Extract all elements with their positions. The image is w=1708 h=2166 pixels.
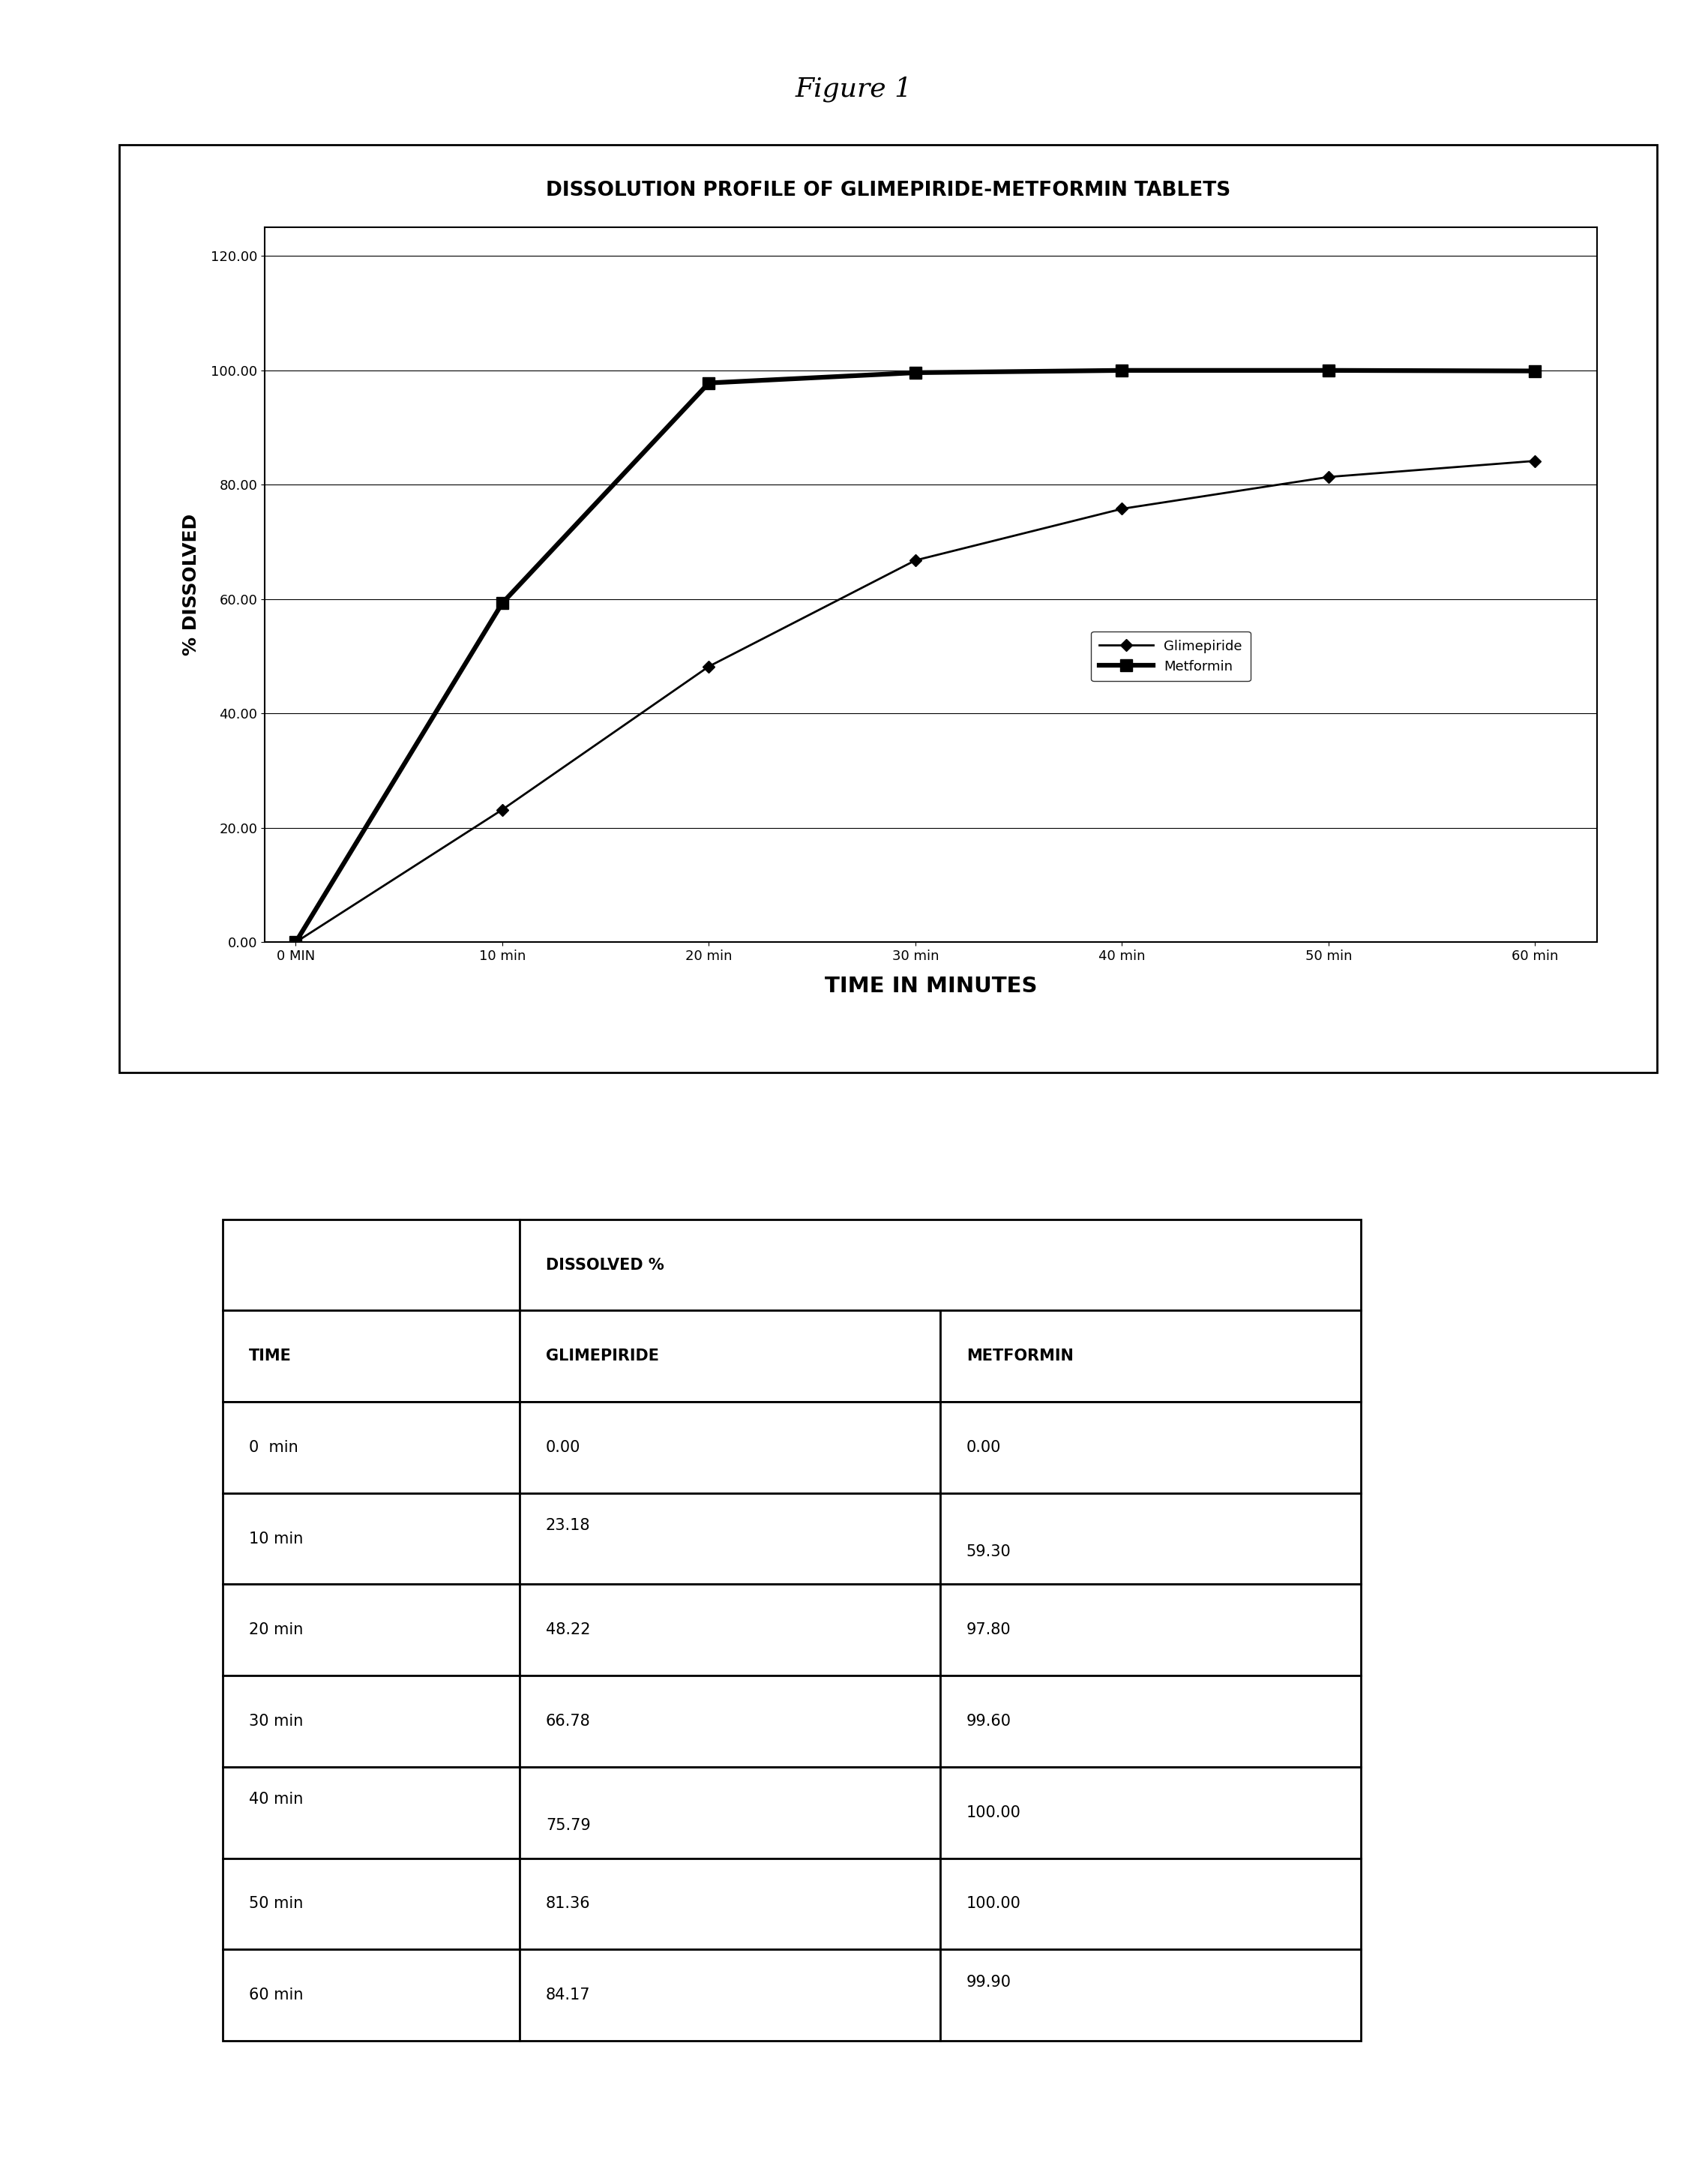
Text: METFORMIN: METFORMIN (967, 1349, 1073, 1365)
FancyBboxPatch shape (222, 1492, 519, 1583)
Text: 10 min: 10 min (249, 1531, 302, 1547)
FancyBboxPatch shape (222, 1401, 519, 1492)
FancyBboxPatch shape (519, 1492, 939, 1583)
Text: 75.79: 75.79 (545, 1817, 591, 1832)
Text: 48.22: 48.22 (545, 1622, 591, 1637)
X-axis label: TIME IN MINUTES: TIME IN MINUTES (825, 975, 1037, 996)
Text: 66.78: 66.78 (545, 1713, 591, 1728)
Text: DISSOLVED %: DISSOLVED % (545, 1258, 664, 1271)
Text: TIME: TIME (249, 1349, 292, 1365)
FancyBboxPatch shape (222, 1858, 519, 1949)
Text: 23.18: 23.18 (545, 1518, 591, 1534)
Text: 81.36: 81.36 (545, 1895, 591, 1910)
FancyBboxPatch shape (222, 1310, 519, 1401)
FancyBboxPatch shape (519, 1767, 939, 1858)
Text: 59.30: 59.30 (967, 1544, 1011, 1560)
Text: 100.00: 100.00 (967, 1804, 1021, 1819)
Text: 0  min: 0 min (249, 1440, 299, 1456)
Text: 99.90: 99.90 (967, 1975, 1011, 1991)
FancyBboxPatch shape (519, 1676, 939, 1767)
FancyBboxPatch shape (222, 1949, 519, 2040)
Text: 30 min: 30 min (249, 1713, 302, 1728)
Text: DISSOLUTION PROFILE OF GLIMEPIRIDE-METFORMIN TABLETS: DISSOLUTION PROFILE OF GLIMEPIRIDE-METFO… (547, 180, 1230, 201)
FancyBboxPatch shape (519, 1401, 939, 1492)
Text: 100.00: 100.00 (967, 1895, 1021, 1910)
FancyBboxPatch shape (519, 1219, 1361, 1310)
FancyBboxPatch shape (222, 1219, 519, 1310)
FancyBboxPatch shape (519, 1310, 939, 1401)
FancyBboxPatch shape (939, 1676, 1361, 1767)
FancyBboxPatch shape (222, 1767, 519, 1858)
FancyBboxPatch shape (939, 1310, 1361, 1401)
FancyBboxPatch shape (519, 1583, 939, 1676)
Y-axis label: % DISSOLVED: % DISSOLVED (183, 513, 200, 656)
FancyBboxPatch shape (939, 1401, 1361, 1492)
FancyBboxPatch shape (939, 1949, 1361, 2040)
FancyBboxPatch shape (519, 1949, 939, 2040)
Text: 97.80: 97.80 (967, 1622, 1011, 1637)
FancyBboxPatch shape (939, 1858, 1361, 1949)
Text: 0.00: 0.00 (967, 1440, 1001, 1456)
Text: Figure 1: Figure 1 (796, 76, 912, 102)
Text: 84.17: 84.17 (545, 1988, 591, 2004)
FancyBboxPatch shape (222, 1676, 519, 1767)
FancyBboxPatch shape (939, 1767, 1361, 1858)
Text: 0.00: 0.00 (545, 1440, 581, 1456)
Legend: Glimepiride, Metformin: Glimepiride, Metformin (1091, 630, 1250, 682)
Text: 99.60: 99.60 (967, 1713, 1011, 1728)
Text: 40 min: 40 min (249, 1791, 302, 1806)
FancyBboxPatch shape (939, 1583, 1361, 1676)
Text: GLIMEPIRIDE: GLIMEPIRIDE (545, 1349, 659, 1365)
FancyBboxPatch shape (222, 1583, 519, 1676)
FancyBboxPatch shape (939, 1492, 1361, 1583)
Text: 60 min: 60 min (249, 1988, 304, 2004)
FancyBboxPatch shape (519, 1858, 939, 1949)
Text: 50 min: 50 min (249, 1895, 302, 1910)
Text: 20 min: 20 min (249, 1622, 302, 1637)
